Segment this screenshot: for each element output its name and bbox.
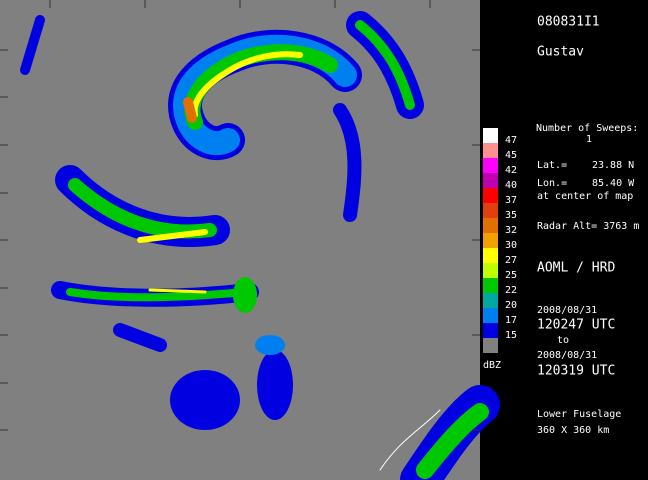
scale-swatch <box>483 128 498 143</box>
scale-swatch <box>483 248 498 263</box>
radar-map <box>0 0 500 480</box>
scale-label: 30 <box>505 240 517 251</box>
scale-label: 32 <box>505 225 517 236</box>
lat-label: Lat.= <box>537 160 567 171</box>
flight-id: 080831I1 <box>537 15 600 30</box>
scale-swatch <box>483 323 498 338</box>
center-note: at center of map <box>537 191 633 202</box>
scale-swatch <box>483 203 498 218</box>
lat: 23.88 N <box>592 160 634 171</box>
scale-swatch <box>483 263 498 278</box>
sweeps-label: Number of Sweeps: <box>536 123 638 134</box>
scale-label: 22 <box>505 285 517 296</box>
scale-swatch <box>483 143 498 158</box>
scale-swatch <box>483 173 498 188</box>
info-panel: 080831I1 Gustav Number of Sweeps: 1 Lat.… <box>536 15 639 437</box>
extent: 360 X 360 km <box>537 425 609 436</box>
scale-label: 20 <box>505 300 517 311</box>
color-scale: dBZ 47 45 42 40 37 35 32 30 27 25 22 20 17 15 <box>483 128 517 371</box>
antenna: Lower Fuselage <box>537 409 621 420</box>
start-date: 2008/08/31 <box>537 305 597 316</box>
end-date: 2008/08/31 <box>537 350 597 361</box>
scale-swatch <box>483 233 498 248</box>
scale-swatch <box>483 218 498 233</box>
scale-swatch <box>483 293 498 308</box>
scale-label: 45 <box>505 150 517 161</box>
to: to <box>557 335 569 346</box>
scale-label: 37 <box>505 195 517 206</box>
lon: 85.40 W <box>592 178 635 189</box>
below-scale-swatch <box>483 338 498 353</box>
scale-label: 15 <box>505 330 517 341</box>
scale-label: 42 <box>505 165 517 176</box>
end-time: 120319 UTC <box>537 364 615 379</box>
scale-label: 40 <box>505 180 517 191</box>
storm-name: Gustav <box>537 45 584 60</box>
radar-alt: Radar Alt= 3763 m <box>537 221 639 232</box>
scale-label: 47 <box>505 135 517 146</box>
scale-swatch <box>483 188 498 203</box>
scale-label: 17 <box>505 315 517 326</box>
start-time: 120247 UTC <box>537 318 615 333</box>
sweeps: 1 <box>586 134 592 145</box>
scale-swatch <box>483 158 498 173</box>
scale-label: 25 <box>505 270 517 281</box>
org: AOML / HRD <box>537 261 615 276</box>
scale-label: 35 <box>505 210 517 221</box>
scale-unit: dBZ <box>483 360 501 371</box>
scale-swatch <box>483 308 498 323</box>
scale-label: 27 <box>505 255 517 266</box>
scale-swatch <box>483 278 498 293</box>
lon-label: Lon.= <box>537 178 567 189</box>
